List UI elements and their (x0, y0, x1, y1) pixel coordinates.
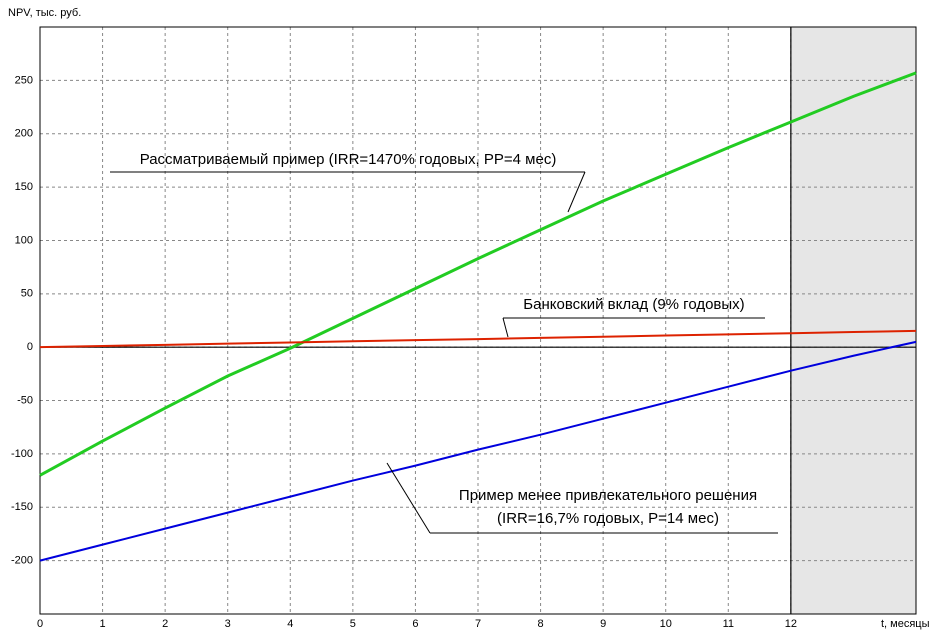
y-tick-label: 0 (27, 341, 33, 353)
y-tick-label: -200 (11, 555, 33, 567)
y-tick-label: -50 (17, 394, 33, 406)
x-tick-label: 8 (538, 618, 544, 630)
annotation-leader (567, 171, 586, 213)
y-tick-label: 150 (15, 181, 33, 193)
y-tick-label: 100 (15, 234, 33, 246)
x-tick-label: 9 (600, 618, 606, 630)
annotation: (IRR=16,7% годовых, P=14 мес) (497, 510, 719, 527)
x-tick-label: 3 (225, 618, 231, 630)
data-line (39, 329, 917, 349)
annotation-leader (386, 462, 431, 534)
annotation: Пример менее привлекательного решения (459, 487, 757, 504)
y-tick-label: -100 (11, 448, 33, 460)
annotation-leader (502, 317, 509, 338)
y-tick-label: 200 (15, 128, 33, 140)
y-tick-label: 50 (21, 288, 33, 300)
x-tick-label: 5 (350, 618, 356, 630)
y-tick-label: -150 (11, 501, 33, 513)
y-tick-label: 250 (15, 74, 33, 86)
data-line (39, 340, 917, 562)
annotation: Рассматриваемый пример (IRR=1470% годовы… (140, 151, 557, 168)
x-tick-label: 0 (37, 618, 43, 630)
y-axis-label: NPV, тыс. руб. (8, 7, 81, 19)
plot-frame (39, 26, 917, 615)
x-tick-label: 12 (785, 618, 797, 630)
x-tick-label: 10 (660, 618, 672, 630)
x-tick-label: 2 (162, 618, 168, 630)
x-tick-label: 1 (100, 618, 106, 630)
x-tick-label: 7 (475, 618, 481, 630)
x-axis-label: t, месяцы (881, 618, 930, 630)
shaded-region (790, 27, 916, 614)
x-tick-label: 4 (287, 618, 293, 630)
x-tick-label: 6 (412, 618, 418, 630)
annotation: Банковский вклад (9% годовых) (523, 296, 744, 313)
x-tick-label: 11 (723, 618, 734, 630)
data-line (39, 71, 917, 477)
